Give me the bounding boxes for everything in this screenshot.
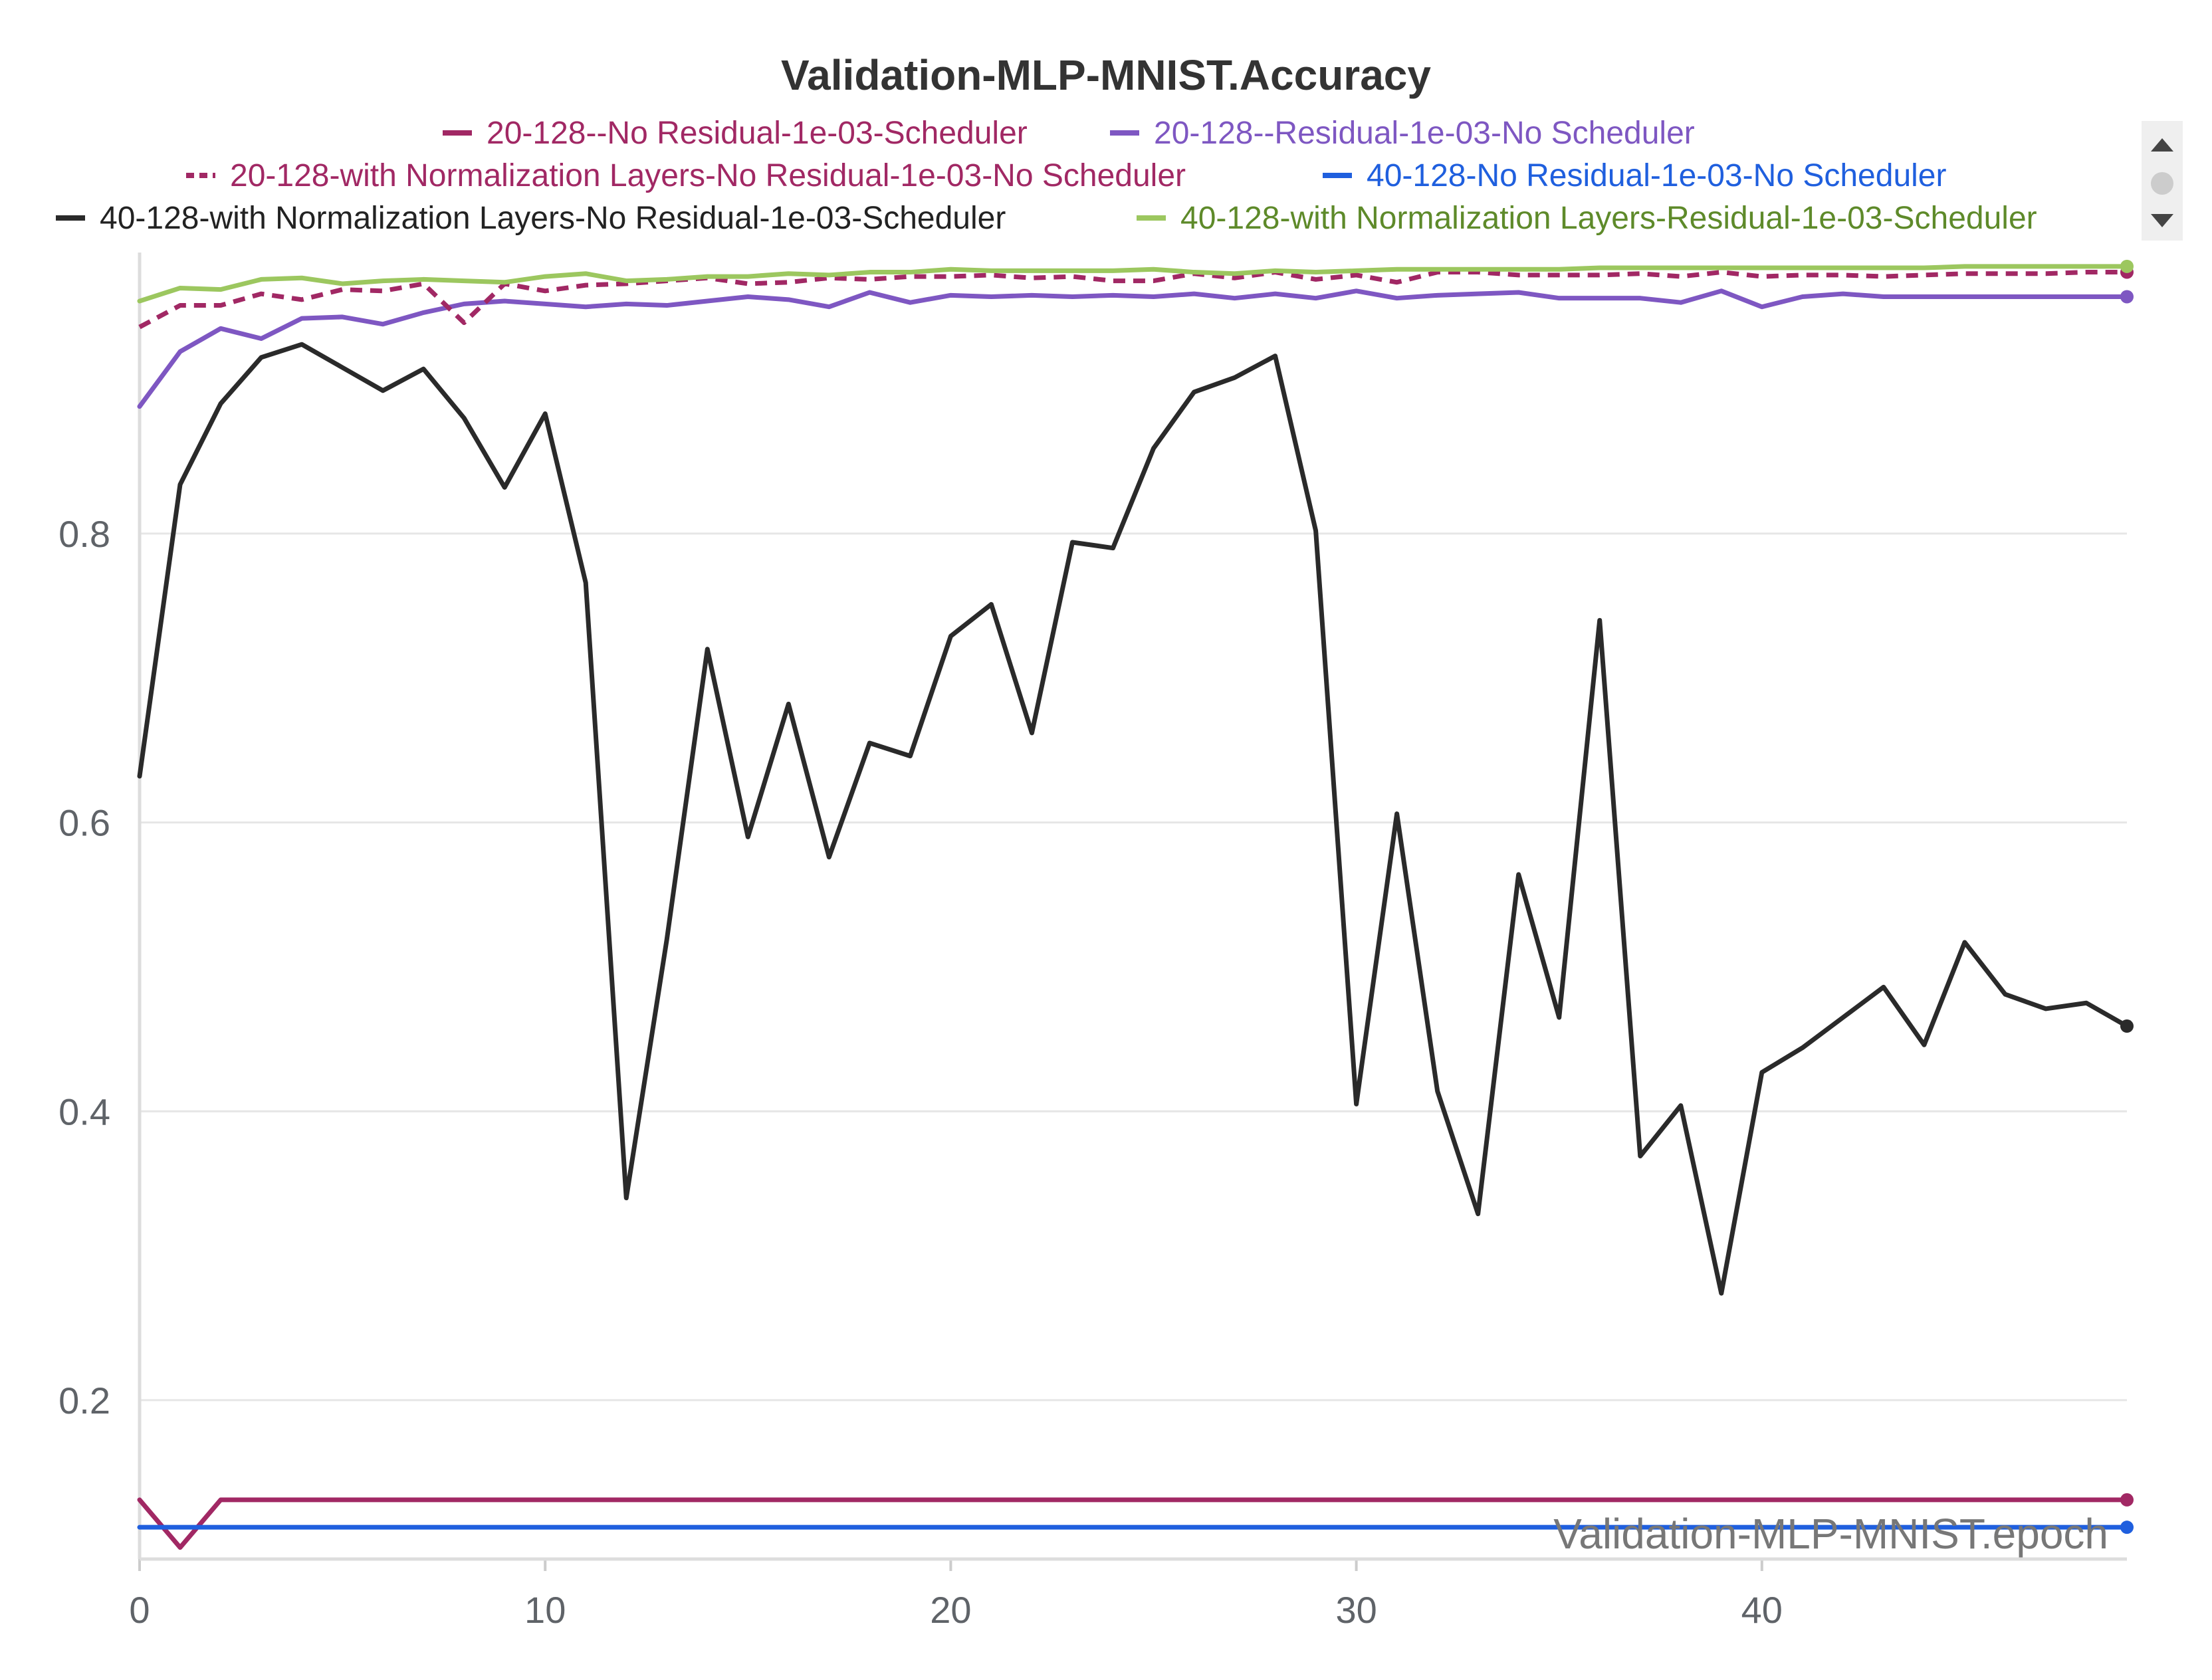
series-end-point xyxy=(2120,1493,2134,1507)
x-tick-label: 30 xyxy=(1335,1589,1377,1631)
y-tick-label: 0.4 xyxy=(58,1091,110,1132)
x-axis-ticks: 0 10 20 30 40 xyxy=(129,1559,1783,1631)
legend-label: 40-128-No Residual-1e-03-No Scheduler xyxy=(1367,158,1947,193)
series-line-6 xyxy=(137,264,2130,304)
series-line-1 xyxy=(137,1497,2130,1550)
series-line-5 xyxy=(137,342,2130,1296)
legend-item[interactable]: 20-128--Residual-1e-03-No Scheduler xyxy=(1110,116,1695,151)
x-tick-label: 20 xyxy=(930,1589,971,1631)
legend-item[interactable]: 20-128-with Normalization Layers-No Resi… xyxy=(186,158,1186,193)
y-tick-label: 0.6 xyxy=(58,802,110,844)
chart-title: Validation-MLP-MNIST.Accuracy xyxy=(781,51,1431,99)
legend: 20-128--No Residual-1e-03-Scheduler 20-12… xyxy=(56,116,2037,236)
y-tick-label: 0.2 xyxy=(58,1380,110,1421)
series-line-2 xyxy=(137,288,2130,409)
legend-scroll-up-icon[interactable] xyxy=(2151,138,2173,152)
legend-scroll-down-icon[interactable] xyxy=(2151,214,2173,227)
legend-item[interactable]: 40-128-with Normalization Layers-Residua… xyxy=(1137,201,2037,236)
series-line-3 xyxy=(138,270,2127,330)
series-end-point xyxy=(2120,1521,2134,1534)
legend-label: 40-128-with Normalization Layers-Residua… xyxy=(1180,201,2037,236)
x-tick-label: 0 xyxy=(129,1589,150,1631)
series-end-point xyxy=(2120,259,2134,273)
x-axis-label: Validation-MLP-MNIST.epoch xyxy=(1553,1510,2108,1558)
legend-label: 20-128-with Normalization Layers-No Resi… xyxy=(230,158,1186,193)
series-end-point xyxy=(2120,1019,2134,1033)
x-tick-label: 40 xyxy=(1741,1589,1783,1631)
legend-item[interactable]: 40-128-with Normalization Layers-No Resi… xyxy=(56,201,1006,236)
legend-label: 40-128-with Normalization Layers-No Resi… xyxy=(100,201,1006,236)
series-lines xyxy=(137,259,2134,1550)
gridlines xyxy=(140,532,2127,1402)
legend-item[interactable]: 20-128--No Residual-1e-03-Scheduler xyxy=(443,116,1028,151)
legend-item[interactable]: 40-128-No Residual-1e-03-No Scheduler xyxy=(1323,158,1947,193)
y-tick-label: 0.8 xyxy=(58,513,110,555)
x-tick-label: 10 xyxy=(524,1589,566,1631)
legend-label: 20-128--No Residual-1e-03-Scheduler xyxy=(487,116,1028,151)
legend-scroll-thumb[interactable] xyxy=(2151,172,2173,195)
y-axis-ticks: 0.2 0.4 0.6 0.8 xyxy=(58,513,110,1421)
legend-label: 20-128--Residual-1e-03-No Scheduler xyxy=(1154,116,1695,151)
legend-scrollbar[interactable] xyxy=(2142,121,2183,241)
series-end-point xyxy=(2120,290,2134,304)
